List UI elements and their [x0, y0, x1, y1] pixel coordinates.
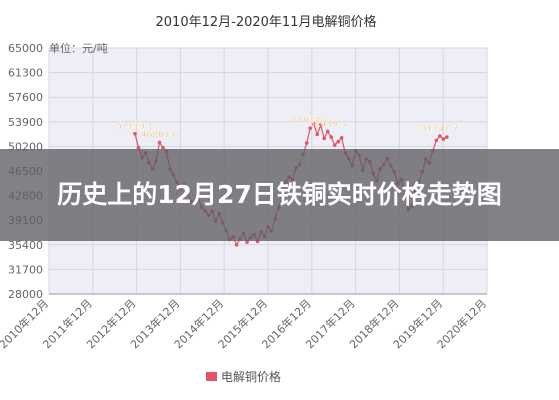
chart-title: 2010年12月-2020年11月电解铜价格	[156, 14, 377, 30]
data-point	[336, 139, 341, 144]
data-point	[441, 137, 446, 141]
data-point	[245, 240, 249, 244]
data-point	[322, 136, 327, 141]
y-tick-label: 53900	[8, 116, 43, 129]
data-label: 52934.5	[292, 116, 329, 126]
data-point	[329, 135, 334, 139]
y-tick-label: 57600	[8, 91, 43, 104]
unit-label: 单位：元/吨	[49, 41, 108, 55]
data-point	[325, 129, 330, 134]
data-label: 51747.7	[421, 124, 458, 134]
data-point	[234, 243, 239, 247]
legend-label: 电解铜价格	[221, 369, 281, 384]
data-point	[161, 145, 165, 150]
data-point	[332, 143, 337, 147]
y-tick-label: 61300	[8, 67, 43, 80]
data-point	[315, 132, 320, 137]
data-point	[308, 126, 313, 130]
data-point	[304, 141, 309, 145]
data-point	[445, 135, 449, 139]
data-point	[438, 134, 442, 138]
x-tick-labels: 2010年12月2011年12月2012年12月2013年12月2014年12月…	[0, 296, 489, 351]
data-label: 52113.1	[116, 122, 153, 132]
data-point	[136, 145, 141, 150]
data-point	[157, 140, 162, 145]
y-tick-label: 31700	[8, 263, 43, 276]
banner-title: 历史上的12月27日铁铜实时价格走势图	[57, 180, 502, 209]
data-label: 52459.3	[309, 119, 346, 129]
data-point	[434, 138, 439, 143]
data-point	[133, 131, 137, 136]
data-point	[318, 123, 323, 127]
y-tick-label: 35400	[8, 239, 43, 252]
title-banner: 历史上的12月27日铁铜实时价格走势图	[0, 149, 559, 241]
y-tick-label: 28000	[8, 288, 43, 301]
data-point	[311, 122, 316, 126]
data-label: 46807.6	[141, 130, 178, 140]
y-tick-label: 65000	[8, 42, 43, 55]
legend-swatch	[206, 372, 217, 381]
data-point	[339, 136, 344, 140]
